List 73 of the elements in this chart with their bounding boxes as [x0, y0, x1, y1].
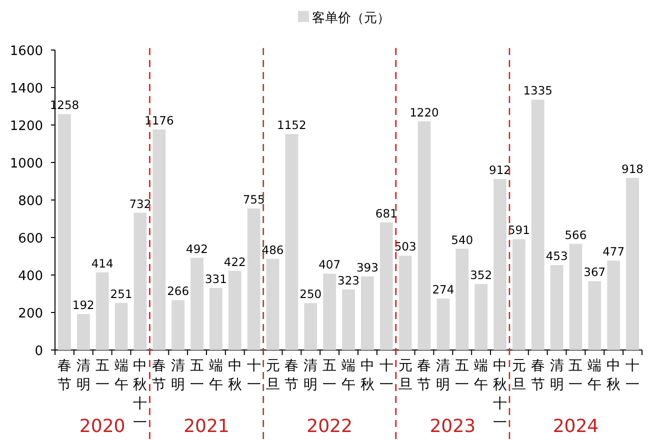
data-label: 540: [451, 232, 474, 247]
y-tick-label: 1400: [10, 82, 43, 96]
x-tick-label: 端午: [474, 358, 488, 393]
data-label: 1220: [410, 105, 439, 120]
x-tick-label: 清明: [550, 358, 564, 393]
data-label: 681: [375, 206, 398, 220]
x-tick-label: 端午: [342, 358, 356, 393]
x-tick-label: 十一: [246, 358, 261, 393]
data-label: 477: [602, 244, 625, 259]
text: 2020: [79, 416, 126, 437]
y-tick-label: 200: [18, 306, 43, 322]
x-tick-label: 元旦: [398, 358, 412, 393]
data-label: 352: [470, 268, 492, 282]
data-label: 732: [129, 196, 152, 211]
x-tick-label: 中秋 十一: [492, 358, 507, 431]
x-tick-label: 春节: [417, 358, 432, 393]
data-label: 407: [318, 258, 341, 272]
legend-label: 客单价（元）: [312, 10, 390, 26]
x-tick-label: 五一: [455, 358, 470, 393]
x-tick-label: 元旦: [266, 358, 280, 393]
x-tick-label: 清明: [436, 358, 450, 393]
y-tick-label: 1200: [10, 119, 43, 134]
y-tick-label: 400: [18, 269, 43, 284]
x-tick-label: 端午: [588, 358, 602, 393]
text: 2023: [430, 416, 476, 437]
data-label: 323: [338, 273, 360, 288]
data-label: 486: [262, 242, 284, 257]
x-tick-label: 端午: [208, 358, 223, 393]
y-tick-label: 1000: [10, 156, 43, 172]
data-label: 422: [224, 254, 246, 269]
data-label: 331: [204, 272, 227, 286]
x-tick-label: 中秋: [360, 358, 374, 393]
data-label: 251: [110, 286, 132, 301]
x-tick-label: 十一: [626, 358, 640, 393]
data-label: 1152: [277, 118, 306, 132]
data-label: 492: [186, 242, 208, 256]
x-tick-label: 清明: [304, 358, 318, 393]
data-label: 414: [91, 256, 114, 270]
data-label: 453: [546, 249, 568, 264]
x-tick-label: 中秋: [606, 358, 621, 393]
x-tick-label: 五一: [95, 358, 110, 393]
x-tick-label: 春节: [57, 358, 72, 393]
y-tick-label: 0: [34, 344, 43, 359]
data-label: 918: [622, 162, 644, 176]
x-tick-label: 五一: [322, 358, 337, 393]
x-tick-label: 十一: [379, 358, 394, 393]
text: 2021: [184, 416, 230, 437]
data-label: 266: [167, 284, 190, 298]
data-label: 755: [242, 192, 265, 206]
y-tick-label: 600: [18, 232, 43, 246]
x-tick-label: 春节: [284, 358, 299, 393]
text: 2024: [552, 416, 599, 437]
x-tick-label: 元旦: [512, 358, 526, 393]
x-tick-label: 清明: [171, 358, 186, 393]
data-label: 250: [300, 287, 322, 302]
data-label: 393: [356, 260, 378, 274]
x-tick-label: 中秋十一: [133, 358, 148, 431]
x-tick-label: 春节: [530, 358, 545, 393]
x-tick-label: 清明: [76, 358, 90, 393]
x-tick-label: 五一: [190, 358, 204, 393]
x-tick-label: 端午: [114, 358, 128, 393]
y-tick-label: 1600: [10, 44, 43, 59]
data-label: 192: [72, 298, 94, 312]
y-tick-label: 800: [18, 194, 43, 209]
text: 2022: [306, 416, 352, 437]
data-label: 367: [584, 265, 606, 280]
data-label: 566: [564, 228, 587, 242]
x-tick-label: 中秋: [228, 358, 242, 393]
x-tick-label: 五一: [568, 358, 583, 393]
data-label: 274: [432, 282, 454, 297]
data-label: 1335: [523, 84, 552, 98]
data-label: 1176: [144, 114, 174, 128]
x-tick-label: 春节: [152, 358, 166, 393]
